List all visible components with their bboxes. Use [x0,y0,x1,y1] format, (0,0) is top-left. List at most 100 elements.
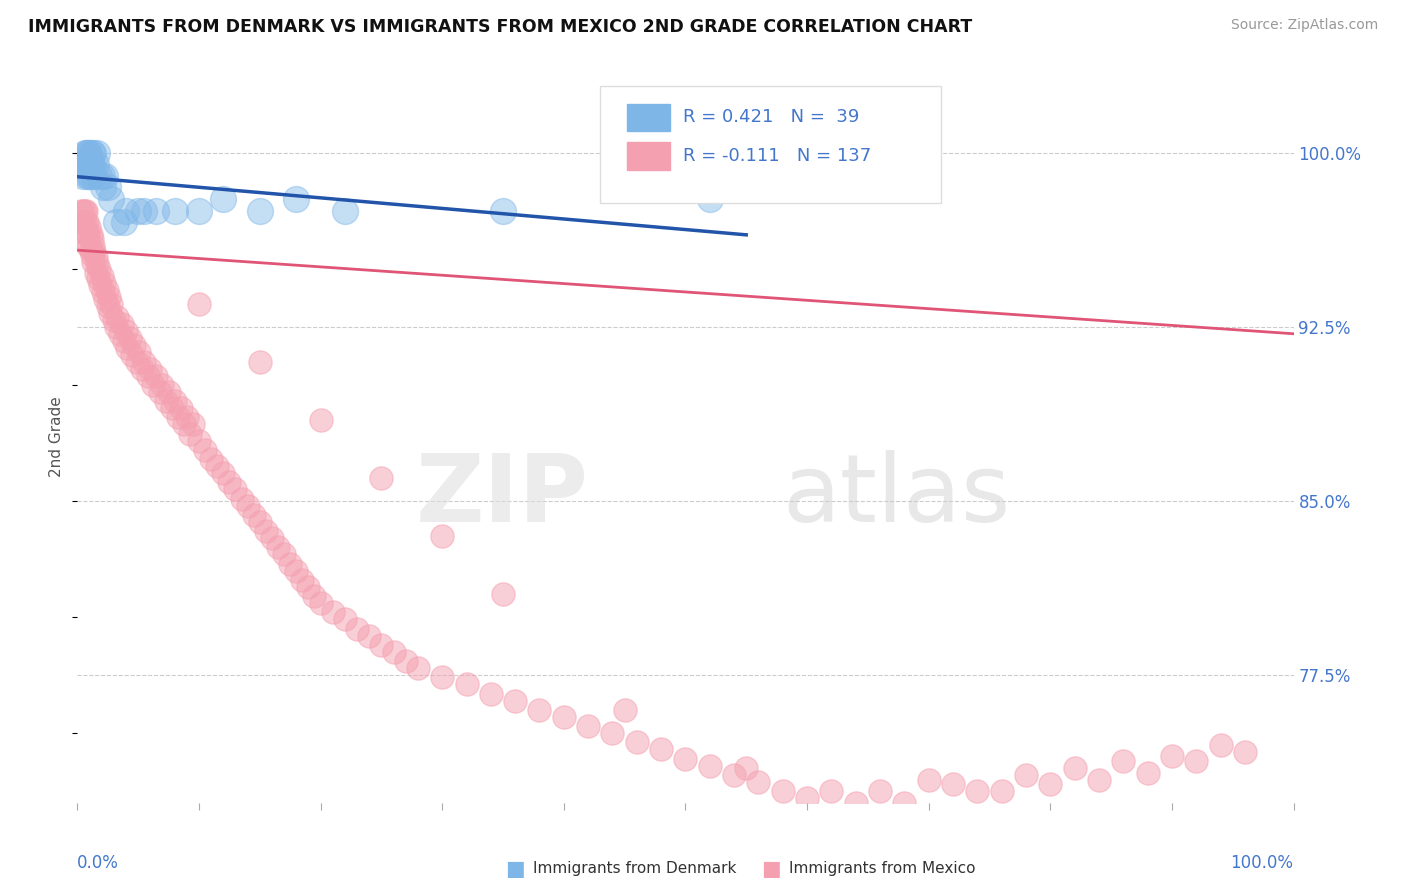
Point [152,377,174,392]
Point [359,629,381,643]
Point [1088,772,1111,787]
Text: Immigrants from Denmark: Immigrants from Denmark [533,861,737,876]
Point [86,257,108,271]
Point [304,589,326,603]
Point [134,354,156,368]
Point [181,417,204,432]
Point [91,285,114,299]
Bar [627,143,669,170]
Point [492,587,515,601]
Point [942,777,965,791]
Point [309,596,332,610]
Point [115,341,138,355]
Point [249,515,271,529]
Point [735,761,758,775]
Point [100,192,122,206]
Text: 0.0%: 0.0% [77,854,120,872]
Point [80,169,103,183]
Point [1136,765,1159,780]
Point [650,742,672,756]
Point [112,334,135,348]
Point [89,277,111,292]
Point [747,775,769,789]
Point [75,157,97,171]
Point [723,768,745,782]
Point [179,426,201,441]
Point [576,719,599,733]
Point [1233,745,1256,759]
Point [170,401,193,415]
Point [70,215,93,229]
Point [76,169,98,183]
Point [503,693,526,707]
Point [73,215,96,229]
Point [124,338,146,352]
Point [167,410,190,425]
Point [430,529,453,543]
Point [231,491,253,506]
Point [94,169,117,183]
Point [626,735,648,749]
Point [79,169,101,183]
Point [80,227,103,241]
Point [149,384,172,399]
Point [142,377,165,392]
Point [83,169,105,183]
Point [309,412,332,426]
Point [131,361,153,376]
Point [346,622,368,636]
Point [893,796,915,810]
Text: R = 0.421   N =  39: R = 0.421 N = 39 [683,109,859,127]
Point [77,145,100,160]
Point [200,452,222,467]
Point [128,345,150,359]
Point [145,203,167,218]
Point [80,248,103,262]
Point [249,354,271,368]
Point [869,784,891,798]
Point [163,203,186,218]
Point [79,145,101,160]
Point [89,169,111,183]
Point [75,203,97,218]
Point [456,677,478,691]
Point [699,192,721,206]
Point [76,215,98,229]
Point [80,157,103,171]
Point [157,384,180,399]
Point [125,354,148,368]
Point [111,318,134,332]
Text: R = -0.111   N = 137: R = -0.111 N = 137 [683,147,872,165]
Y-axis label: 2nd Grade: 2nd Grade [49,397,65,477]
Point [112,215,135,229]
Text: atlas: atlas [783,450,1011,541]
Point [796,791,818,805]
Point [98,306,121,320]
Point [291,573,314,587]
Point [76,227,98,241]
Point [260,531,283,545]
Point [75,145,97,160]
Point [93,276,115,290]
Point [134,203,156,218]
Point [86,145,108,160]
Point [1039,777,1062,791]
Point [97,299,120,313]
Point [479,687,502,701]
Point [155,394,177,409]
Point [1112,754,1135,768]
Point [194,442,217,457]
Point [80,157,103,171]
Point [966,784,988,798]
Point [89,261,111,276]
Point [76,157,98,171]
Point [105,215,128,229]
Point [77,157,100,171]
Point [188,203,211,218]
Point [430,670,453,684]
Point [127,203,149,218]
Point [1015,768,1038,782]
Point [105,319,128,334]
Point [176,410,198,425]
Point [91,180,114,194]
